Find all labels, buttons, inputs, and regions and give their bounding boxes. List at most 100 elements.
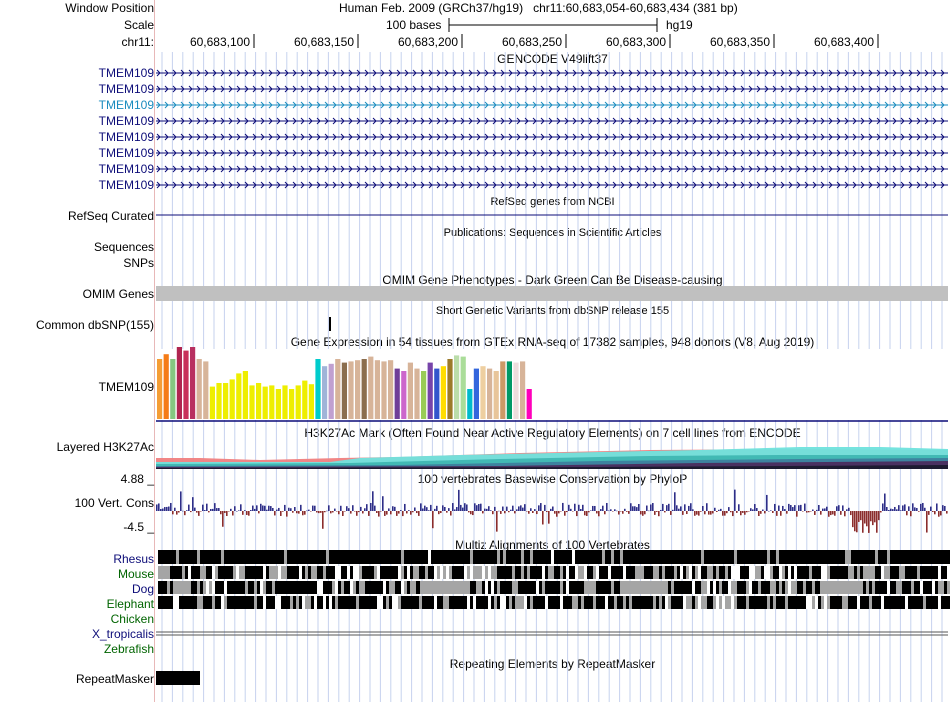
multiz-alignment-cell <box>632 566 635 579</box>
phylop-score-bar <box>170 502 172 511</box>
multiz-alignment-cell <box>587 566 590 579</box>
omim-track-label[interactable]: OMIM Genes <box>82 287 154 301</box>
refseq-track-label[interactable]: RefSeq Curated <box>67 209 154 223</box>
phylop-score-bar <box>240 504 242 511</box>
multiz-species-label[interactable]: Chicken <box>110 612 154 626</box>
multiz-alignment-cell <box>683 566 686 579</box>
h3k27ac-track-label[interactable]: Layered H3K27Ac <box>56 440 154 454</box>
gtex-gene-label[interactable]: TMEM109 <box>98 380 154 394</box>
gencode-transcript-label[interactable]: TMEM109 <box>98 130 154 144</box>
multiz-alignment-cell <box>692 550 695 564</box>
phylop-score-bar <box>192 497 194 511</box>
position-readout[interactable]: Human Feb. 2009 (GRCh37/hg19) chr11:60,6… <box>339 1 738 15</box>
multiz-alignment-cell <box>608 566 611 579</box>
gtex-tissue-bar <box>190 347 196 419</box>
multiz-alignment-cell <box>761 550 764 564</box>
multiz-alignment-cell <box>251 581 254 594</box>
multiz-alignment-cell <box>542 550 545 564</box>
multiz-alignment-cell <box>518 550 521 564</box>
multiz-alignment-cell <box>596 596 599 609</box>
multiz-alignment-cell <box>263 596 266 609</box>
multiz-species-label[interactable]: Elephant <box>106 597 154 611</box>
gencode-transcript-label[interactable]: TMEM109 <box>98 82 154 96</box>
repeatmasker-track-label[interactable]: RepeatMasker <box>75 672 154 686</box>
multiz-alignment-cell <box>230 581 233 594</box>
multiz-alignment-cell <box>554 566 557 579</box>
gencode-track-title[interactable]: GENCODE V49lift37 <box>497 52 608 66</box>
multiz-alignment-cell <box>794 550 797 564</box>
multiz-alignment-cell <box>668 566 671 579</box>
gencode-transcript-label[interactable]: TMEM109 <box>98 146 154 160</box>
dbsnp-track-label[interactable]: Common dbSNP(155) <box>35 318 154 332</box>
multiz-alignment-cell <box>923 581 926 594</box>
multiz-species-label[interactable]: Mouse <box>117 567 154 581</box>
phylop-score-bar <box>600 509 602 511</box>
h3k27ac-track-title[interactable]: H3K27Ac Mark (Often Found Near Active Re… <box>304 426 801 440</box>
multiz-alignment-cell <box>926 566 929 579</box>
phylop-score-bar <box>550 508 552 511</box>
gtex-tissue-bar <box>236 373 242 419</box>
multiz-alignment-cell <box>611 596 614 609</box>
multiz-track-title[interactable]: Multiz Alignments of 100 Vertebrates <box>455 538 650 552</box>
multiz-alignment-cell <box>500 596 503 609</box>
multiz-alignment-cell <box>572 596 575 609</box>
multiz-alignment-cell <box>905 596 908 609</box>
gencode-transcript-label[interactable]: TMEM109 <box>98 178 154 192</box>
phylop-track-label[interactable]: 100 Vert. Cons <box>74 496 154 510</box>
chrom-label: chr11: <box>121 35 154 49</box>
multiz-species-label[interactable]: Zebrafish <box>103 642 154 656</box>
multiz-alignment-cell <box>545 581 548 594</box>
gencode-transcript-label[interactable]: TMEM109 <box>98 114 154 128</box>
multiz-alignment-cell <box>710 550 713 564</box>
gtex-tissue-bar <box>526 389 532 419</box>
multiz-alignment-cell <box>530 550 533 564</box>
refseq-track-title[interactable]: RefSeq genes from NCBI <box>490 196 615 208</box>
phylop-score-bar <box>276 509 278 511</box>
multiz-alignment-cell <box>332 550 335 564</box>
multiz-alignment-cell <box>767 596 770 609</box>
gencode-transcript-label[interactable]: TMEM109 <box>98 98 154 112</box>
multiz-alignment-cell <box>479 581 482 594</box>
phylop-score-bar <box>458 489 460 511</box>
omim-track-title[interactable]: OMIM Gene Phenotypes - Dark Green Can Be… <box>382 273 723 287</box>
multiz-alignment-cell <box>647 550 650 564</box>
phylop-score-bar <box>536 511 538 515</box>
multiz-alignment-cell <box>287 550 290 564</box>
multiz-species-label[interactable]: X_tropicalis <box>91 627 154 641</box>
phylop-score-bar <box>630 503 632 511</box>
multiz-alignment-cell <box>773 550 776 564</box>
multiz-species-label[interactable]: Dog <box>131 582 154 596</box>
multiz-alignment-cell <box>623 596 626 609</box>
multiz-alignment-cell <box>398 581 401 594</box>
publications-sequences-label[interactable]: Sequences <box>93 240 154 254</box>
gtex-tissue-bar <box>275 389 281 419</box>
multiz-alignment-cell <box>590 596 593 609</box>
gtex-tissue-bar <box>308 384 314 419</box>
phylop-score-bar <box>920 503 922 511</box>
phylop-score-bar <box>642 511 644 516</box>
dbsnp-track-title[interactable]: Short Genetic Variants from dbSNP releas… <box>435 305 670 317</box>
multiz-alignment-cell <box>509 566 512 579</box>
gencode-transcript-label[interactable]: TMEM109 <box>98 162 154 176</box>
multiz-species-label[interactable]: Rhesus <box>113 552 154 566</box>
phylop-score-bar <box>738 504 740 511</box>
phylop-score-bar <box>658 511 660 517</box>
multiz-alignment-cell <box>296 596 299 609</box>
repeatmasker-track-title[interactable]: Repeating Elements by RepeatMasker <box>449 657 656 671</box>
multiz-alignment-cell <box>233 581 236 594</box>
phylop-score-bar <box>908 506 910 511</box>
multiz-alignment-cell <box>851 596 854 609</box>
publications-track-title[interactable]: Publications: Sequences in Scientific Ar… <box>443 227 662 239</box>
phylop-score-bar <box>502 506 504 511</box>
multiz-alignment-cell <box>587 596 590 609</box>
publications-snps-label[interactable]: SNPs <box>123 256 154 270</box>
multiz-alignment-cell <box>254 596 257 609</box>
multiz-alignment-cell <box>689 550 692 564</box>
phylop-score-bar <box>844 511 846 517</box>
gencode-transcript-label[interactable]: TMEM109 <box>98 66 154 80</box>
multiz-alignment-cell <box>185 596 188 609</box>
phylop-score-bar <box>750 508 752 511</box>
phylop-score-bar <box>432 511 434 529</box>
